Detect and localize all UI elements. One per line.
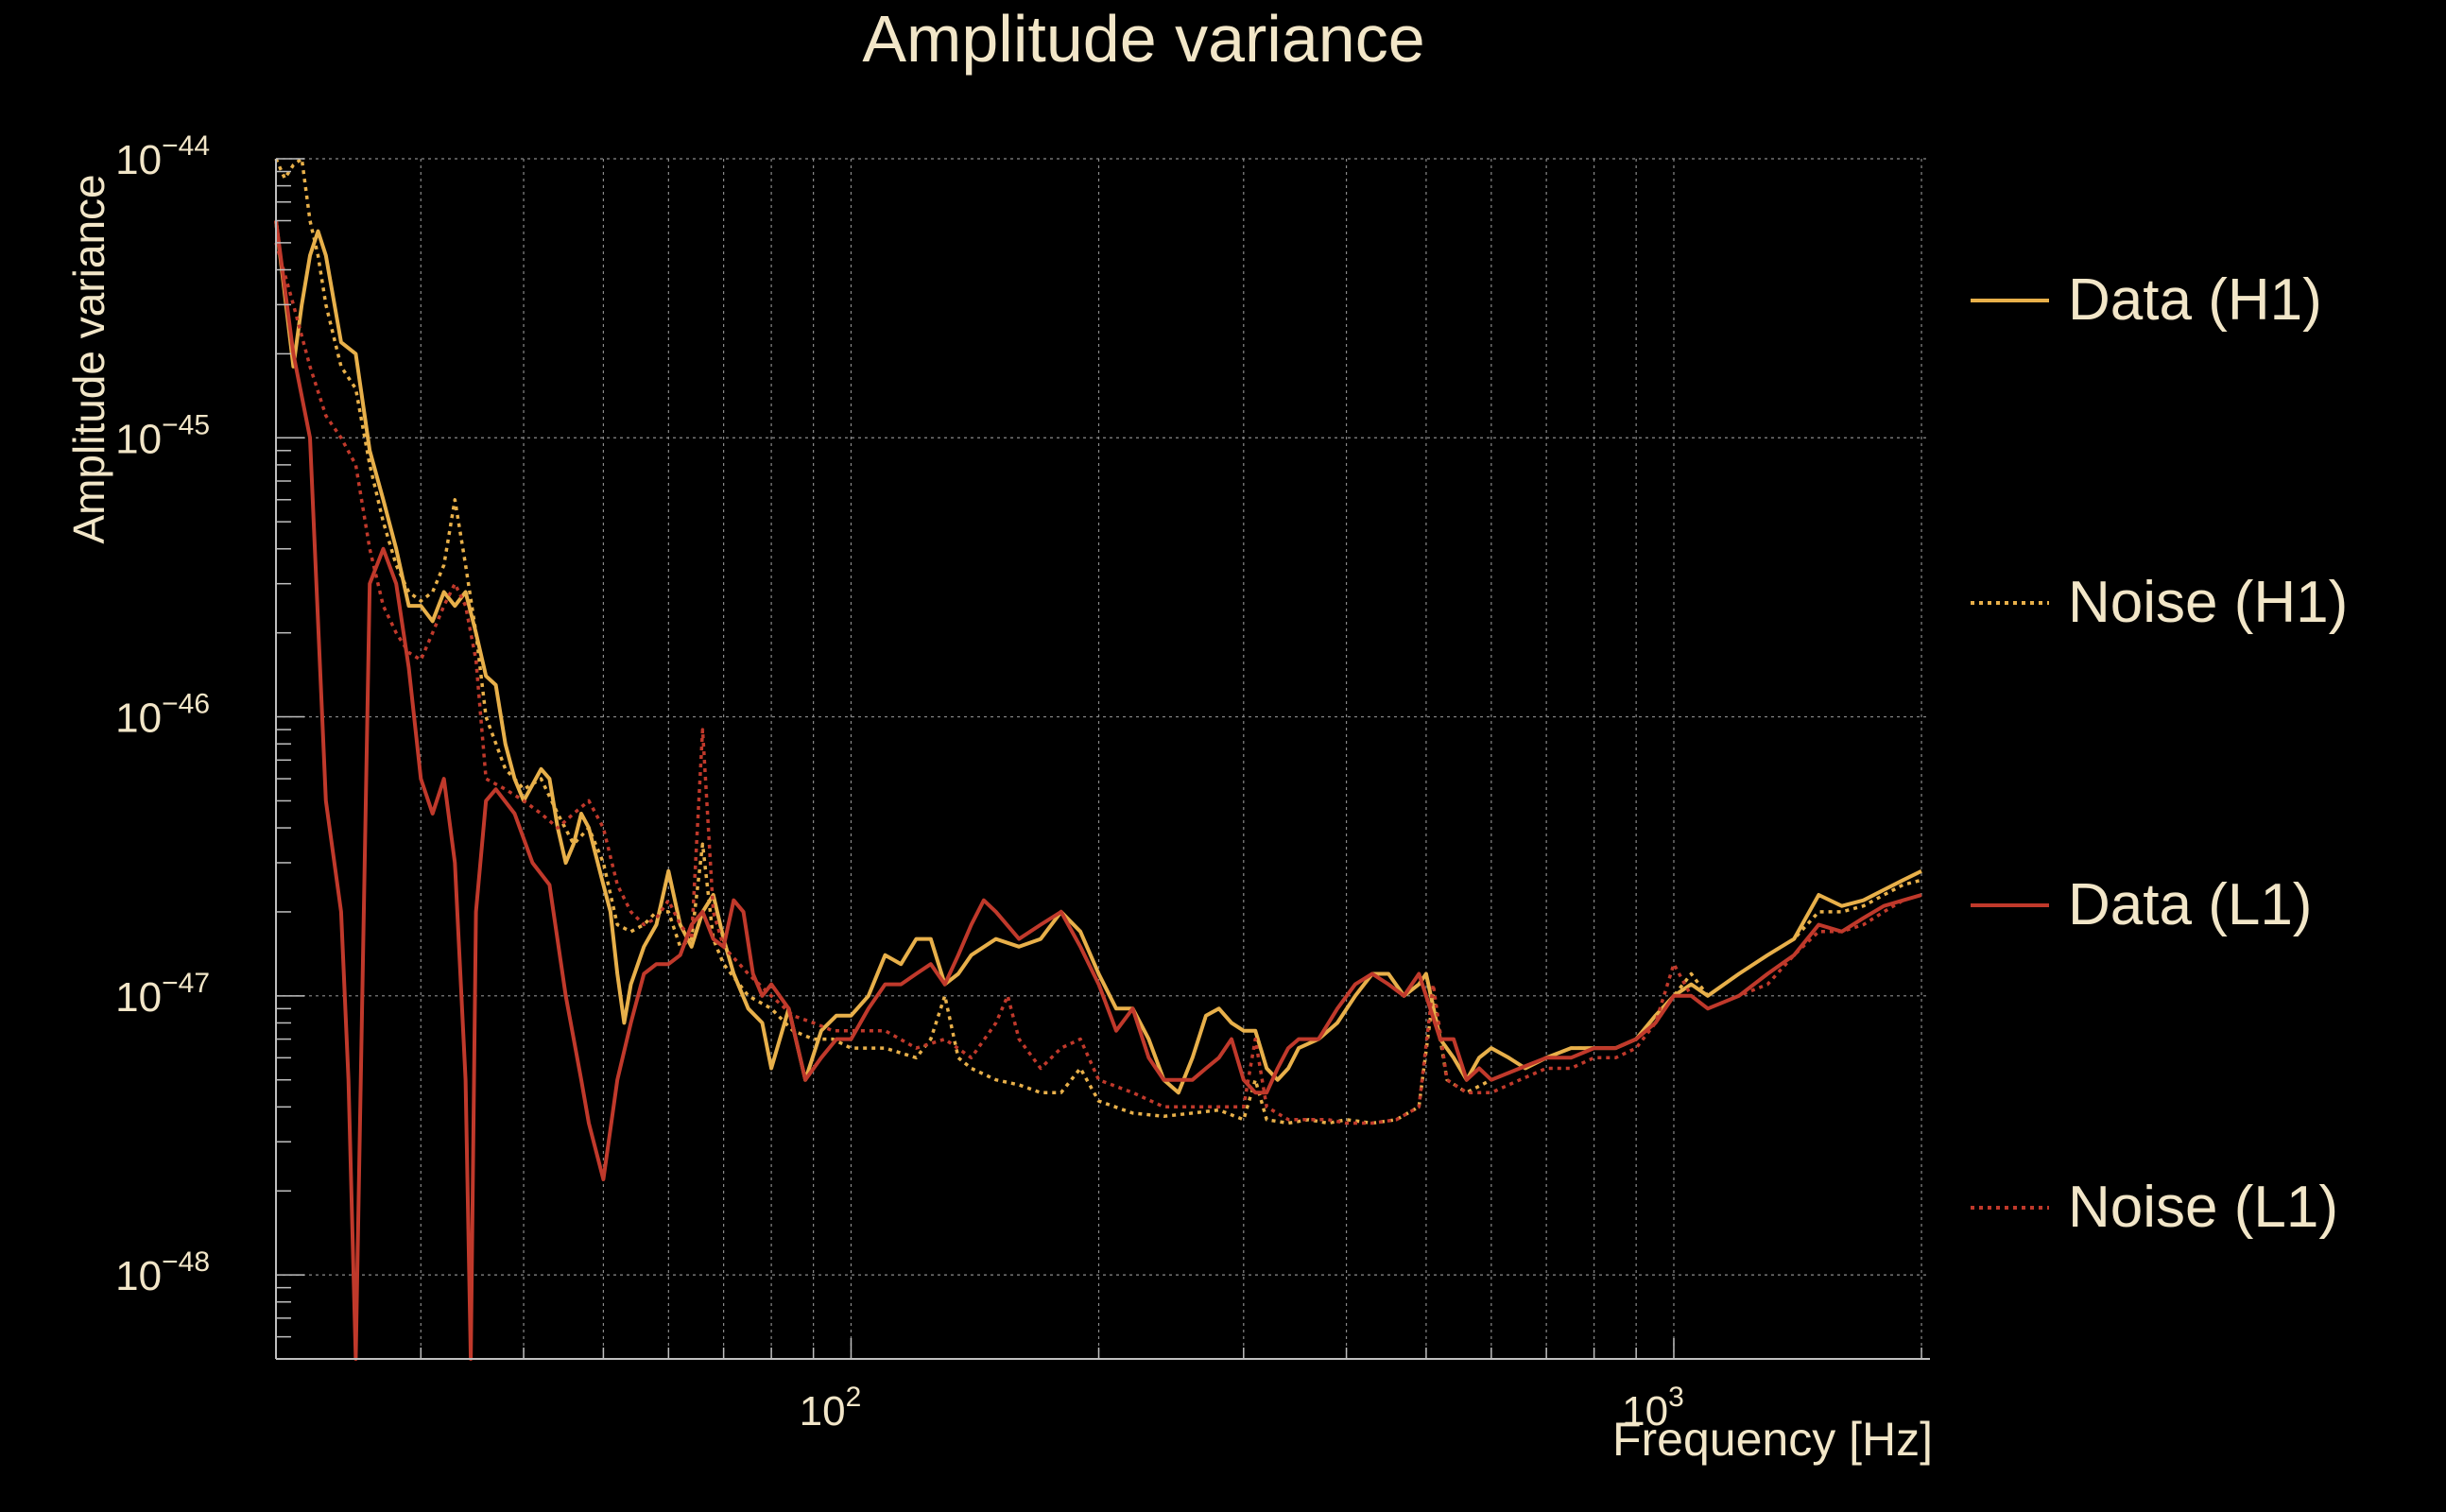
x-axis-label: Frequency [Hz]: [1612, 1413, 1933, 1466]
series-line-2: [274, 157, 1922, 1125]
legend-label: Noise (H1): [2068, 570, 2348, 635]
x-tick-label: 102: [800, 1382, 862, 1435]
y-tick-label: 10−44: [115, 130, 210, 183]
legend-label: Data (H1): [2068, 267, 2322, 333]
y-tick-label: 10−47: [115, 968, 210, 1021]
y-axis-label: Amplitude variance: [64, 174, 113, 543]
y-tick-label: 10−45: [115, 409, 210, 462]
legend-label: Data (L1): [2068, 872, 2312, 937]
legend-label: Noise (L1): [2068, 1175, 2338, 1240]
series-line-3: [274, 220, 1922, 1361]
legend: Data (H1) Noise (H1) Data (L1) Noise (L1): [1971, 267, 2348, 1240]
y-tick-label: 10−48: [115, 1246, 210, 1299]
grid: [275, 158, 1930, 1359]
y-tick-label: 10−46: [115, 689, 210, 742]
chart-title: Amplitude variance: [862, 2, 1424, 76]
series-group: [274, 157, 1922, 1361]
x-tick-label: 103: [1622, 1382, 1684, 1435]
axes: 10−44 10−45 10−46 10−47 10−48 102 103: [115, 130, 1930, 1435]
series-line-1: [274, 220, 1922, 1095]
